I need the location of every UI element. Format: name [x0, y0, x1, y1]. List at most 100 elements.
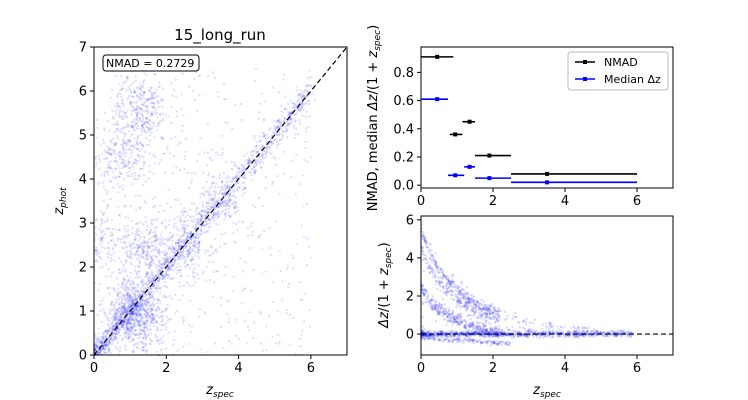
- scatter-point: [121, 237, 124, 241]
- scatter-point: [308, 99, 311, 102]
- scatter-point: [246, 227, 250, 230]
- scatter-point: [97, 154, 100, 158]
- scatter-point: [276, 125, 279, 129]
- scatter-point: [238, 170, 242, 173]
- scatter-point: [217, 192, 220, 196]
- scatter-point: [152, 136, 156, 139]
- scatter-point: [130, 144, 134, 147]
- scatter-point: [168, 267, 171, 270]
- scatter-point: [150, 241, 154, 244]
- scatter-point: [204, 230, 207, 233]
- scatter-point: [241, 166, 244, 170]
- scatter-point: [232, 194, 236, 197]
- scatter-point: [180, 202, 183, 206]
- scatter-point: [160, 275, 164, 278]
- scatter-point: [306, 85, 309, 88]
- scatter-point: [242, 176, 246, 179]
- scatter-point: [200, 219, 203, 222]
- scatter-point: [306, 237, 309, 240]
- scatter-point: [176, 262, 180, 266]
- scatter-point: [150, 264, 153, 267]
- scatter-point: [218, 176, 221, 179]
- scatter-point: [107, 161, 110, 164]
- scatter-point: [115, 324, 119, 327]
- scatter-point: [158, 307, 161, 310]
- scatter-point: [219, 296, 222, 299]
- scatter-point: [227, 340, 231, 343]
- scatter-point: [109, 153, 112, 156]
- scatter-point: [127, 166, 131, 170]
- scatter-point: [261, 156, 264, 159]
- scatter-point: [208, 192, 211, 195]
- scatter-point: [114, 333, 118, 336]
- scatter-point: [223, 183, 227, 186]
- scatter-point: [116, 323, 120, 326]
- scatter-point: [276, 125, 280, 129]
- scatter-point: [109, 197, 112, 201]
- scatter-point: [222, 204, 225, 208]
- scatter-point: [141, 304, 144, 308]
- scatter-point: [276, 309, 280, 312]
- scatter-point: [106, 145, 109, 148]
- scatter-point: [227, 200, 230, 204]
- scatter-point: [136, 346, 139, 349]
- scatter-point: [156, 274, 159, 277]
- scatter-point: [137, 96, 140, 100]
- scatter-point: [261, 152, 265, 156]
- scatter-point: [173, 224, 176, 227]
- scatter-point: [246, 325, 249, 329]
- scatter-point: [209, 205, 213, 208]
- scatter-point: [176, 199, 180, 202]
- scatter-point: [149, 230, 152, 233]
- scatter-point: [235, 223, 238, 226]
- scatter-point: [209, 207, 212, 210]
- scatter-point: [133, 171, 136, 175]
- scatter-point: [236, 170, 239, 174]
- scatter-point: [296, 99, 300, 102]
- scatter-point: [149, 307, 152, 311]
- scatter-point: [142, 295, 145, 299]
- scatter-point: [140, 303, 143, 306]
- scatter-point: [133, 311, 137, 314]
- scatter-point: [130, 263, 133, 266]
- scatter-point: [139, 141, 142, 144]
- scatter-point: [157, 105, 160, 109]
- scatter-point: [181, 238, 184, 242]
- scatter-point: [127, 322, 131, 326]
- scatter-point: [212, 205, 215, 209]
- scatter-point: [128, 157, 131, 160]
- scatter-point: [221, 191, 224, 195]
- scatter-point: [150, 290, 153, 294]
- scatter-point: [96, 343, 100, 346]
- scatter-point: [157, 268, 161, 271]
- scatter-point: [191, 225, 195, 229]
- scatter-point: [207, 210, 211, 213]
- scatter-point: [304, 140, 307, 144]
- scatter-point: [166, 202, 169, 205]
- scatter-point: [153, 72, 157, 76]
- scatter-point: [161, 278, 164, 281]
- scatter-point: [259, 166, 262, 169]
- scatter-point: [156, 124, 159, 128]
- scatter-point: [166, 266, 169, 270]
- scatter-point: [199, 218, 202, 222]
- scatter-point: [119, 334, 122, 337]
- scatter-point: [260, 166, 264, 169]
- scatter-point: [158, 253, 161, 256]
- scatter-point: [198, 241, 201, 244]
- scatter-point: [105, 331, 109, 334]
- scatter-point: [106, 344, 109, 347]
- scatter-point: [189, 299, 192, 302]
- scatter-point: [133, 137, 136, 140]
- scatter-point: [124, 310, 127, 313]
- scatter-point: [152, 282, 156, 285]
- scatter-point: [248, 159, 251, 162]
- scatter-point: [137, 308, 140, 311]
- scatter-point: [139, 309, 142, 312]
- scatter-point: [151, 197, 154, 200]
- scatter-point: [157, 121, 161, 124]
- scatter-point: [156, 325, 159, 329]
- scatter-point: [127, 298, 131, 302]
- scatter-point: [139, 87, 142, 91]
- scatter-point: [144, 109, 147, 113]
